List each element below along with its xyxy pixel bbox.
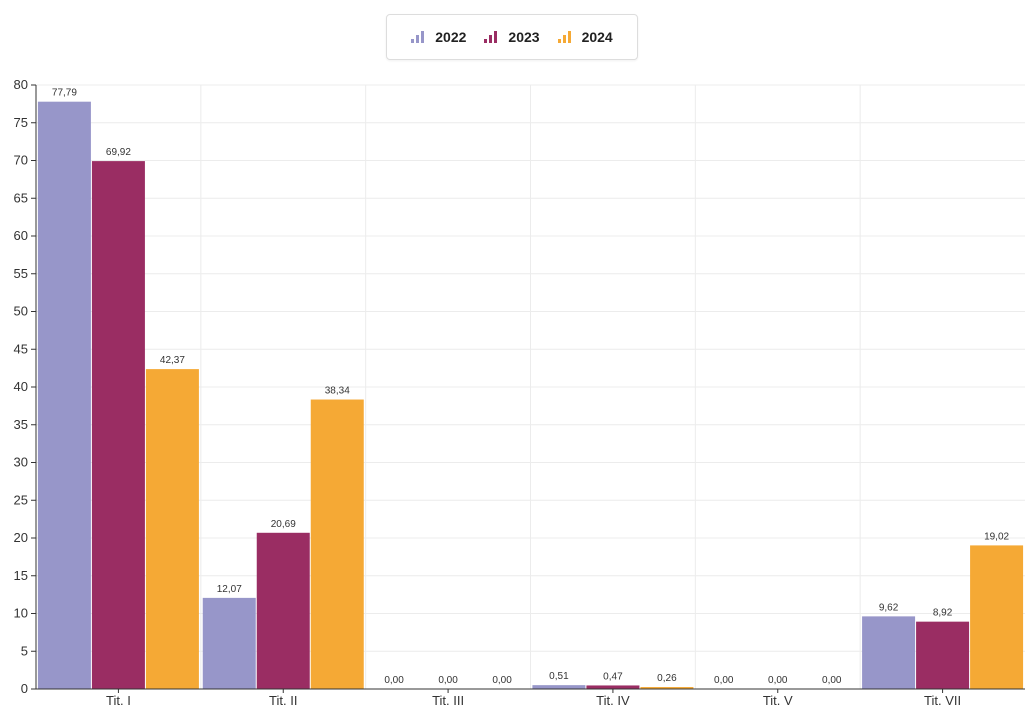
y-tick-label: 20 (14, 530, 28, 545)
y-tick-label: 80 (14, 77, 28, 92)
bar-2024-5[interactable] (970, 545, 1024, 689)
data-label: 20,69 (271, 519, 296, 530)
bars: 77,79 69,92 42,37 12,07 20,69 38,34 0,00 0,00 0,… (37, 88, 1024, 690)
x-tick-label: Tit. I (106, 693, 131, 708)
bar-chart-icon (484, 31, 500, 43)
data-label: 0,00 (438, 675, 458, 686)
data-label: 19,02 (984, 531, 1009, 542)
bar-chart-icon (557, 31, 574, 43)
legend-label: 2023 (508, 29, 540, 45)
x-tick-label: Tit. II (269, 693, 297, 708)
y-tick-label: 60 (14, 228, 28, 243)
data-label: 0,00 (492, 675, 512, 686)
y-tick-label: 5 (21, 643, 28, 658)
y-tick-label: 15 (14, 568, 28, 583)
data-label: 0,00 (768, 675, 788, 686)
bar-2023-0[interactable] (91, 161, 145, 689)
bar-2024-0[interactable] (145, 369, 199, 689)
y-tick-label: 25 (14, 492, 28, 507)
bar-chart-icon (411, 31, 427, 43)
x-tick-label: Tit. III (432, 693, 464, 708)
bar-2022-3[interactable] (532, 685, 586, 689)
y-tick-label: 10 (14, 606, 28, 621)
y-tick-label: 35 (14, 417, 28, 432)
bar-2023-1[interactable] (256, 532, 310, 689)
data-label: 0,26 (657, 673, 677, 684)
data-label: 69,92 (106, 147, 131, 158)
y-tick-label: 30 (14, 455, 28, 470)
y-tick-label: 45 (14, 341, 28, 356)
x-tick-label: Tit. VII (924, 693, 961, 708)
data-label: 77,79 (52, 88, 77, 99)
bar-2024-3[interactable] (640, 687, 694, 689)
legend-label: 2022 (435, 29, 467, 45)
data-label: 9,62 (879, 602, 899, 613)
axes: 0 5 10 15 20 25 30 35 40 45 50 55 60 65 70 75 80 Tit. I Ti… (14, 77, 1025, 708)
legend-item-2022[interactable]: 2022 (411, 29, 466, 45)
data-label: 0,51 (549, 671, 569, 682)
bar-2023-5[interactable] (916, 621, 970, 689)
data-label: 0,47 (603, 671, 623, 682)
data-label: 0,00 (384, 675, 404, 686)
bar-2023-3[interactable] (586, 685, 640, 689)
bar-2024-1[interactable] (310, 399, 364, 689)
x-tick-label: Tit. IV (596, 693, 630, 708)
x-tick-label: Tit. V (763, 693, 793, 708)
y-tick-label: 50 (14, 304, 28, 319)
data-label: 12,07 (217, 584, 242, 595)
y-tick-label: 75 (14, 115, 28, 130)
y-tick-label: 70 (14, 153, 28, 168)
legend-item-2024[interactable]: 2024 (557, 29, 613, 45)
y-tick-label: 40 (14, 379, 28, 394)
y-tick-label: 0 (21, 681, 28, 696)
bar-2022-0[interactable] (37, 101, 91, 690)
legend-item-2023[interactable]: 2023 (484, 29, 540, 45)
y-tick-label: 65 (14, 190, 28, 205)
data-label: 42,37 (160, 355, 185, 366)
y-tick-label: 55 (14, 266, 28, 281)
data-label: 0,00 (714, 675, 734, 686)
legend: 2022 2023 2024 (386, 14, 638, 60)
data-label: 38,34 (325, 386, 350, 397)
data-label: 0,00 (822, 675, 842, 686)
legend-label: 2024 (581, 29, 613, 45)
bar-2022-1[interactable] (202, 597, 256, 689)
bar-2022-5[interactable] (862, 616, 916, 689)
data-label: 8,92 (933, 608, 953, 619)
